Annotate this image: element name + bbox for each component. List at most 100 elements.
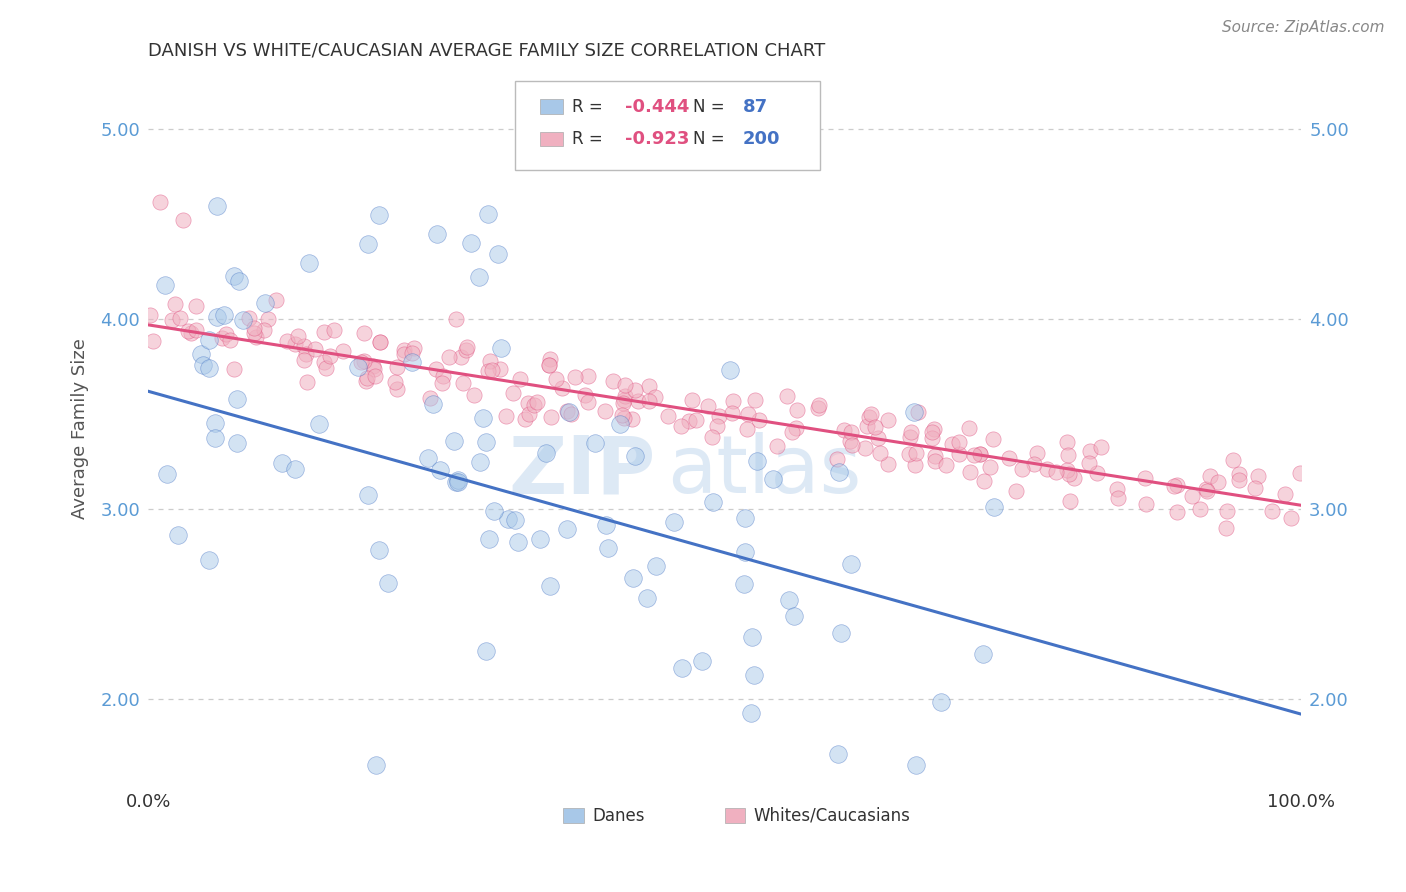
Whites/Caucasians <box>356 375 378 389</box>
Whites/Caucasians <box>685 413 707 427</box>
Whites/Caucasians <box>614 389 637 403</box>
Whites/Caucasians <box>1227 473 1250 487</box>
Whites/Caucasians <box>1011 462 1033 476</box>
Whites/Caucasians <box>546 372 568 386</box>
Whites/Caucasians <box>898 430 921 444</box>
Whites/Caucasians <box>495 409 517 423</box>
Whites/Caucasians <box>315 360 337 375</box>
Whites/Caucasians <box>1057 467 1080 482</box>
Whites/Caucasians <box>169 311 191 326</box>
Danes <box>357 236 380 251</box>
Danes <box>197 333 219 347</box>
Danes <box>444 475 467 490</box>
Whites/Caucasians <box>869 446 891 460</box>
Whites/Caucasians <box>432 376 454 391</box>
Danes <box>929 695 952 709</box>
Whites/Caucasians <box>948 447 970 461</box>
Danes <box>228 274 250 288</box>
Whites/Caucasians <box>515 411 537 425</box>
Whites/Caucasians <box>841 438 863 452</box>
Whites/Caucasians <box>1216 504 1239 518</box>
Danes <box>254 295 277 310</box>
Danes <box>538 579 561 593</box>
Whites/Caucasians <box>425 361 447 376</box>
Whites/Caucasians <box>576 395 599 409</box>
Danes <box>418 450 440 465</box>
Danes <box>357 488 380 502</box>
Whites/Caucasians <box>1163 479 1185 493</box>
Danes <box>155 277 177 292</box>
FancyBboxPatch shape <box>540 100 564 113</box>
Whites/Caucasians <box>941 436 963 450</box>
Whites/Caucasians <box>364 369 387 384</box>
Danes <box>734 511 756 525</box>
Whites/Caucasians <box>786 403 808 417</box>
Danes <box>308 417 330 431</box>
Whites/Caucasians <box>1279 511 1302 525</box>
Whites/Caucasians <box>180 326 202 340</box>
Whites/Caucasians <box>1135 497 1157 511</box>
Whites/Caucasians <box>935 458 957 472</box>
Text: Source: ZipAtlas.com: Source: ZipAtlas.com <box>1222 20 1385 35</box>
Whites/Caucasians <box>612 396 634 410</box>
Whites/Caucasians <box>540 410 562 425</box>
Whites/Caucasians <box>402 341 425 355</box>
Whites/Caucasians <box>478 353 501 368</box>
Danes <box>204 416 226 430</box>
Danes <box>583 435 606 450</box>
Whites/Caucasians <box>1045 465 1067 479</box>
Danes <box>903 405 925 419</box>
Danes <box>827 747 849 761</box>
Whites/Caucasians <box>700 429 723 443</box>
Whites/Caucasians <box>242 320 264 334</box>
Whites/Caucasians <box>969 447 991 461</box>
Whites/Caucasians <box>551 381 574 395</box>
Whites/Caucasians <box>276 334 298 348</box>
Danes <box>468 455 491 469</box>
Danes <box>534 446 557 460</box>
Danes <box>475 644 498 658</box>
Whites/Caucasians <box>858 409 880 424</box>
Danes <box>644 559 666 574</box>
Whites/Caucasians <box>863 420 886 434</box>
Danes <box>491 341 513 355</box>
Text: N =: N = <box>693 97 725 116</box>
Whites/Caucasians <box>437 350 460 364</box>
Danes <box>664 515 686 529</box>
Danes <box>401 355 423 369</box>
Danes <box>207 310 229 324</box>
Whites/Caucasians <box>401 346 423 360</box>
Danes <box>447 473 470 487</box>
Danes <box>364 758 387 772</box>
Danes <box>733 577 755 591</box>
Text: R =: R = <box>572 97 603 116</box>
Whites/Caucasians <box>456 343 478 357</box>
Whites/Caucasians <box>349 354 371 368</box>
Whites/Caucasians <box>1026 446 1049 460</box>
Whites/Caucasians <box>1078 456 1101 470</box>
Danes <box>368 542 391 557</box>
Whites/Caucasians <box>832 423 855 437</box>
Danes <box>623 449 645 463</box>
Whites/Caucasians <box>681 392 703 407</box>
Whites/Caucasians <box>555 403 578 417</box>
Whites/Caucasians <box>304 342 326 356</box>
Danes <box>284 462 307 476</box>
Danes <box>718 363 741 377</box>
Whites/Caucasians <box>707 409 730 424</box>
Whites/Caucasians <box>526 395 548 409</box>
Whites/Caucasians <box>1197 484 1219 499</box>
Whites/Caucasians <box>744 393 766 408</box>
Whites/Caucasians <box>284 336 307 351</box>
Whites/Caucasians <box>969 447 991 461</box>
Whites/Caucasians <box>785 421 807 435</box>
FancyBboxPatch shape <box>724 808 745 823</box>
Danes <box>596 541 619 555</box>
Whites/Caucasians <box>721 394 744 409</box>
Whites/Caucasians <box>1181 490 1204 504</box>
Danes <box>477 207 499 221</box>
Whites/Caucasians <box>385 359 408 374</box>
Danes <box>972 648 994 662</box>
Whites/Caucasians <box>245 330 267 344</box>
Whites/Caucasians <box>257 312 280 326</box>
